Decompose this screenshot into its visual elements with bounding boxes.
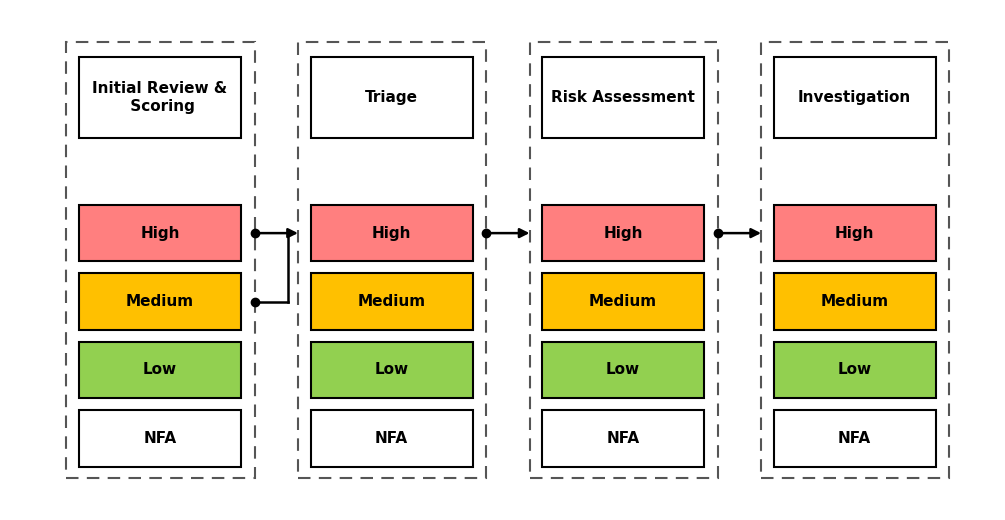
Bar (774, 57, 936, 138)
Text: Medium: Medium (821, 294, 888, 309)
Text: Medium: Medium (358, 294, 425, 309)
Text: NFA: NFA (144, 431, 177, 446)
Bar (66, 43, 254, 477)
Bar (774, 342, 936, 398)
Text: NFA: NFA (838, 431, 871, 446)
Text: High: High (141, 226, 180, 241)
Text: Risk Assessment: Risk Assessment (551, 90, 695, 105)
Bar (311, 274, 472, 330)
Text: High: High (603, 226, 643, 241)
Bar (79, 410, 241, 466)
Bar (79, 342, 241, 398)
Bar (79, 205, 241, 261)
Bar (542, 410, 705, 466)
Bar (774, 274, 936, 330)
Bar (530, 43, 718, 477)
Text: NFA: NFA (607, 431, 639, 446)
Bar (542, 274, 705, 330)
Bar (542, 342, 705, 398)
Text: High: High (835, 226, 874, 241)
Bar (311, 205, 472, 261)
Bar (774, 410, 936, 466)
Bar (761, 43, 949, 477)
Bar (79, 274, 241, 330)
Text: Initial Review &
 Scoring: Initial Review & Scoring (92, 81, 227, 114)
Bar (311, 57, 472, 138)
Text: Medium: Medium (589, 294, 657, 309)
Text: High: High (372, 226, 411, 241)
Bar (774, 205, 936, 261)
Bar (297, 43, 486, 477)
Bar (79, 57, 241, 138)
Text: Medium: Medium (126, 294, 194, 309)
Text: Low: Low (606, 362, 640, 378)
Bar (311, 410, 472, 466)
Text: Low: Low (375, 362, 409, 378)
Text: Investigation: Investigation (798, 90, 912, 105)
Bar (311, 342, 472, 398)
Bar (542, 57, 705, 138)
Bar (542, 205, 705, 261)
Text: NFA: NFA (375, 431, 408, 446)
Text: Low: Low (143, 362, 177, 378)
Text: Low: Low (837, 362, 871, 378)
Text: Triage: Triage (365, 90, 418, 105)
